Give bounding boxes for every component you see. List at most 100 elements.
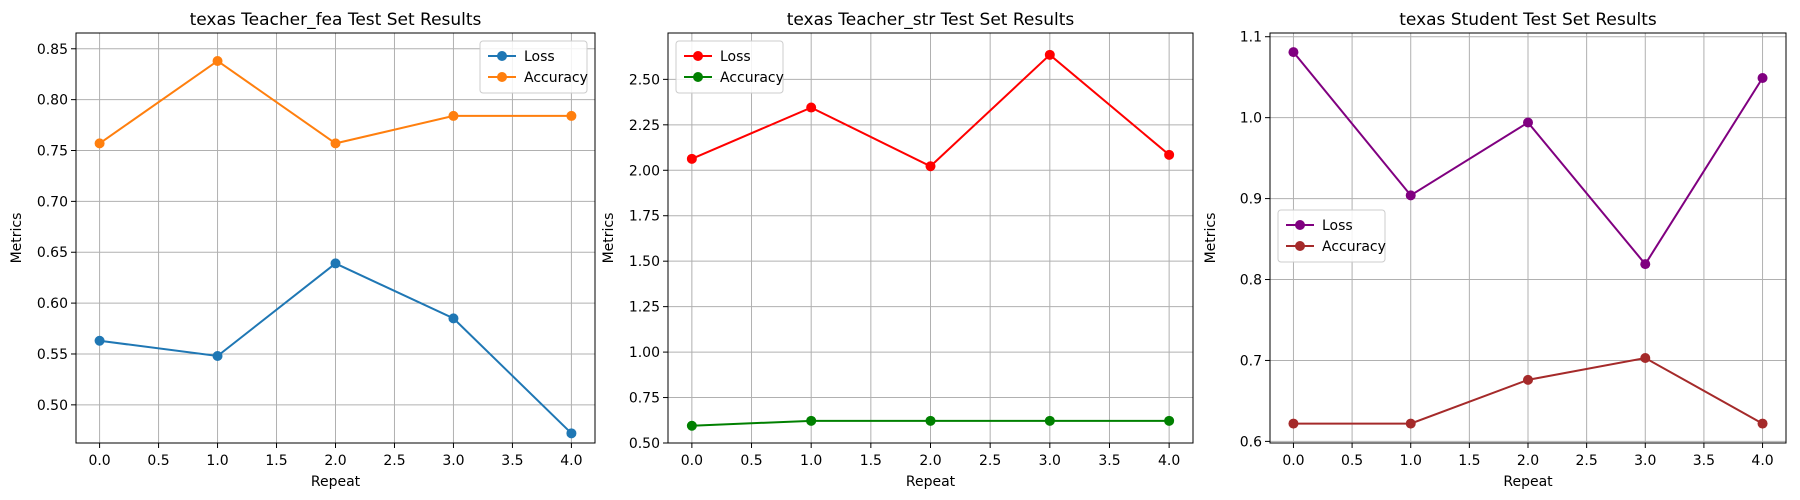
chart-panel-3: 0.6 0.7 0.8 0.9 1.0 1.1 0.0 0.5 1.0 1.5 2.0 2.5 3.0 3… xyxy=(1203,10,1787,490)
x-tick-label: 1.0 xyxy=(206,453,228,469)
y-tick-label: 2.50 xyxy=(629,72,660,88)
x-tick-label: 0.0 xyxy=(1282,453,1304,469)
legend-marker-loss xyxy=(1295,220,1305,230)
legend: Loss Accuracy xyxy=(479,40,588,94)
x-tick-label: 4.0 xyxy=(1751,453,1773,469)
legend-marker-loss xyxy=(497,51,507,61)
data-point-loss xyxy=(806,102,817,113)
legend-box xyxy=(1277,209,1386,263)
legend-label-accuracy: Accuracy xyxy=(1322,239,1386,255)
x-tick-label: 3.0 xyxy=(1634,453,1656,469)
chart-panel-2: 0.50 0.75 1.00 1.25 1.50 1.75 2.00 2.25 2.50 0.0 0… xyxy=(601,10,1194,490)
data-point-loss xyxy=(212,351,223,362)
y-tick-label: 1.1 xyxy=(1240,30,1262,46)
y-tick-label: 2.25 xyxy=(629,118,660,134)
legend-label-loss: Loss xyxy=(524,49,555,65)
y-tick-label: 0.70 xyxy=(37,194,68,210)
y-tick-label: 1.00 xyxy=(629,345,660,361)
y-tick-label: 0.50 xyxy=(629,436,660,452)
x-tick-label: 3.5 xyxy=(501,453,523,469)
y-tick-label: 0.6 xyxy=(1240,434,1262,450)
plot-frame xyxy=(667,32,1194,444)
data-point-loss xyxy=(686,153,697,164)
y-tick-label: 0.75 xyxy=(37,144,68,160)
data-point-loss xyxy=(1044,49,1055,60)
legend-marker-accuracy xyxy=(497,72,507,82)
y-axis-label: Metrics xyxy=(1203,213,1219,264)
legend-marker-accuracy xyxy=(693,72,703,82)
y-tick-label: 1.25 xyxy=(629,300,660,316)
data-point-accuracy xyxy=(448,110,459,121)
x-axis-label: Repeat xyxy=(1503,474,1553,490)
chart-title: texas Student Test Set Results xyxy=(1399,10,1657,30)
legend-box xyxy=(675,40,784,94)
y-tick-label: 0.8 xyxy=(1240,273,1262,289)
y-tick-label: 0.80 xyxy=(37,93,68,109)
data-point-loss xyxy=(1164,149,1175,160)
data-point-accuracy xyxy=(806,415,817,426)
data-point-accuracy xyxy=(1523,374,1533,385)
data-point-accuracy xyxy=(566,110,577,121)
x-tick-label: 3.5 xyxy=(1098,453,1120,469)
y-tick-label: 0.9 xyxy=(1240,192,1262,208)
legend: Loss Accuracy xyxy=(675,40,784,94)
x-tick-label: 0.5 xyxy=(1341,453,1363,469)
data-point-accuracy xyxy=(1405,418,1416,429)
data-point-accuracy xyxy=(686,420,697,431)
data-point-accuracy xyxy=(212,55,223,66)
data-point-loss xyxy=(1523,117,1533,128)
x-tick-label: 2.5 xyxy=(1576,453,1598,469)
x-tick-label: 2.0 xyxy=(324,453,346,469)
y-tick-label: 0.50 xyxy=(37,398,68,414)
data-point-accuracy xyxy=(1044,415,1055,426)
x-tick-label: 0.5 xyxy=(147,453,169,469)
chart-title: texas Teacher_fea Test Set Results xyxy=(190,10,482,30)
legend-marker-loss xyxy=(693,51,703,61)
y-axis-label: Metrics xyxy=(9,213,25,264)
y-axis-label: Metrics xyxy=(601,213,617,264)
data-point-accuracy xyxy=(925,415,936,426)
data-point-loss xyxy=(1405,190,1416,201)
plot-frame xyxy=(75,32,596,444)
x-tick-label: 2.0 xyxy=(919,453,941,469)
x-tick-label: 1.0 xyxy=(1400,453,1422,469)
x-tick-label: 2.5 xyxy=(979,453,1001,469)
data-point-loss xyxy=(448,313,459,324)
data-point-accuracy xyxy=(1640,353,1651,364)
plot-frame xyxy=(1269,32,1787,444)
x-tick-label: 1.5 xyxy=(860,453,882,469)
x-tick-label: 4.0 xyxy=(560,453,582,469)
x-axis-label: Repeat xyxy=(906,474,956,490)
chart-title: texas Teacher_str Test Set Results xyxy=(787,10,1075,30)
x-axis-label: Repeat xyxy=(311,474,361,490)
data-point-accuracy xyxy=(1288,418,1299,429)
y-tick-label: 1.0 xyxy=(1240,111,1262,127)
y-tick-label: 1.75 xyxy=(629,209,660,225)
x-tick-label: 4.0 xyxy=(1158,453,1180,469)
data-point-accuracy xyxy=(1757,418,1768,429)
y-tick-label: 0.55 xyxy=(37,347,68,363)
data-point-loss xyxy=(1640,259,1651,270)
legend-label-loss: Loss xyxy=(720,49,751,65)
legend-label-accuracy: Accuracy xyxy=(524,70,588,86)
legend: Loss Accuracy xyxy=(1277,209,1386,263)
y-tick-label: 0.60 xyxy=(37,296,68,312)
legend-marker-accuracy xyxy=(1295,241,1305,251)
x-tick-label: 3.0 xyxy=(1039,453,1061,469)
y-tick-label: 2.00 xyxy=(629,163,660,179)
data-point-loss xyxy=(566,428,577,439)
x-tick-label: 1.0 xyxy=(800,453,822,469)
y-tick-label: 0.75 xyxy=(629,391,660,407)
x-tick-label: 0.0 xyxy=(88,453,110,469)
data-point-loss xyxy=(1288,47,1299,58)
x-tick-label: 1.5 xyxy=(1458,453,1480,469)
x-tick-label: 2.0 xyxy=(1517,453,1539,469)
legend-label-accuracy: Accuracy xyxy=(720,70,784,86)
y-tick-label: 0.7 xyxy=(1240,353,1262,369)
y-tick-label: 0.65 xyxy=(37,245,68,261)
y-tick-label: 1.50 xyxy=(629,254,660,270)
data-point-accuracy xyxy=(330,138,341,149)
data-point-loss xyxy=(330,258,341,269)
x-tick-label: 3.0 xyxy=(442,453,464,469)
